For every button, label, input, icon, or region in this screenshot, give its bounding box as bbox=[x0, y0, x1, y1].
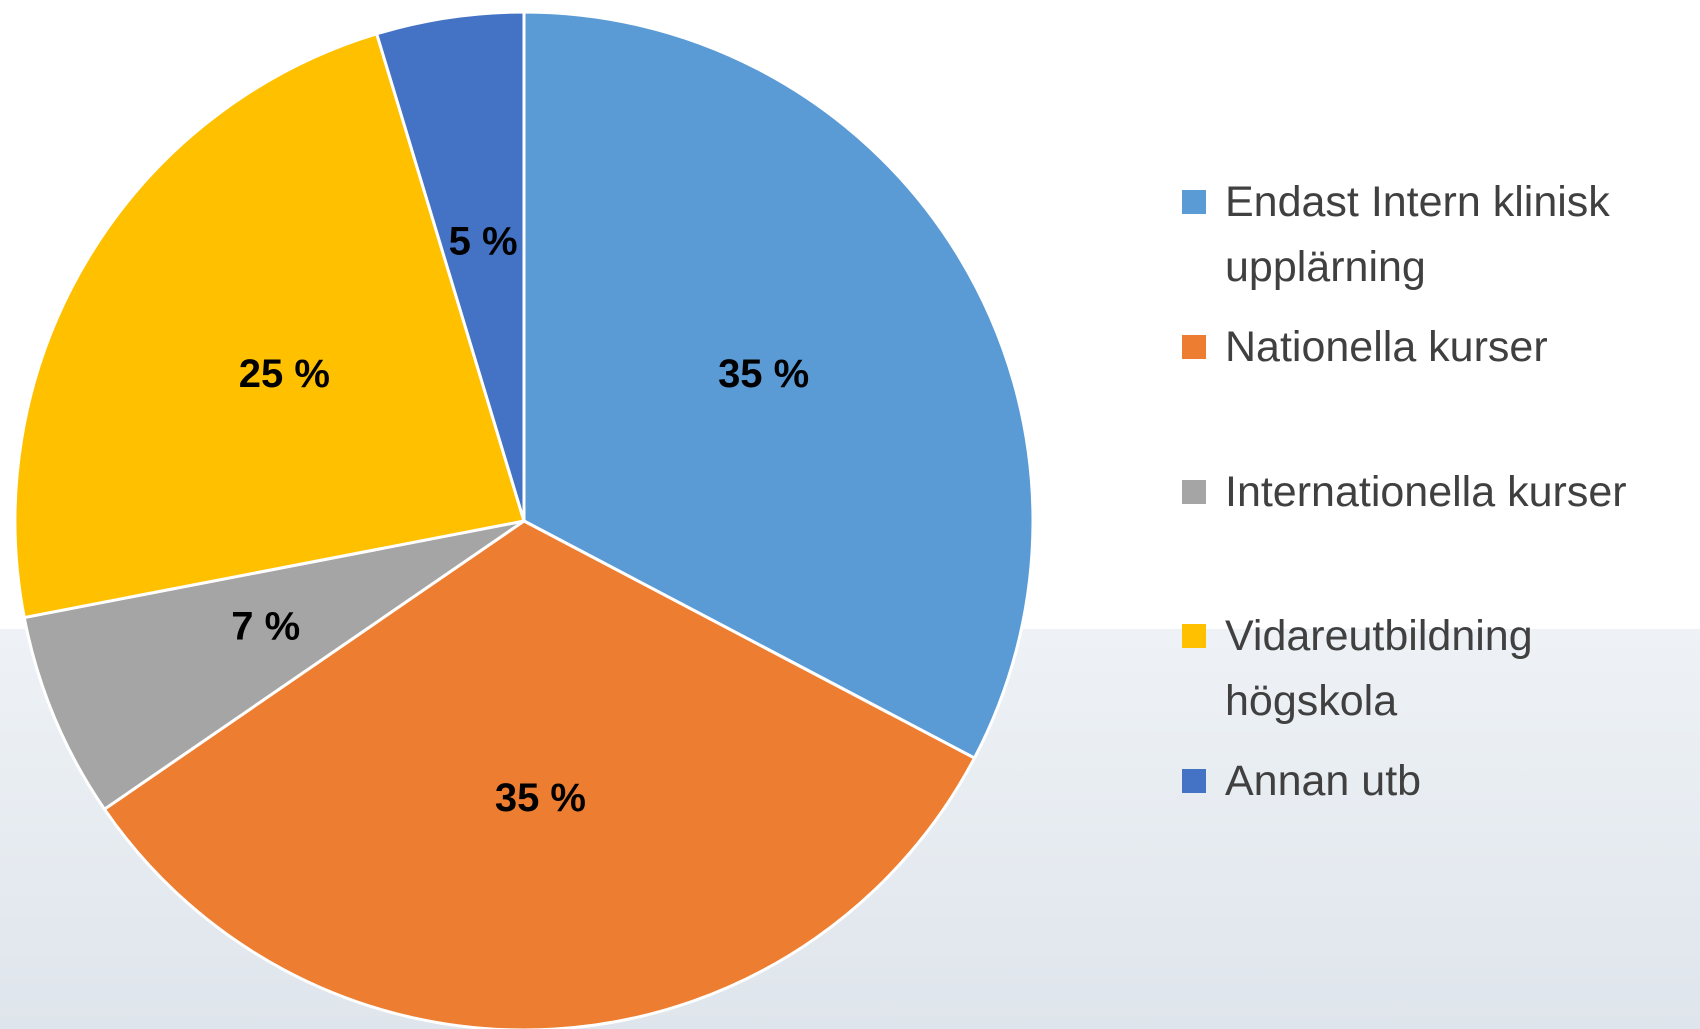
legend-swatch bbox=[1182, 335, 1206, 359]
legend-swatch bbox=[1182, 480, 1206, 504]
legend-label: Endast Intern klinisk upplärning bbox=[1225, 178, 1610, 291]
legend-item: Internationella kurser bbox=[1182, 460, 1685, 525]
legend-label: Vidareutbildning högskola bbox=[1225, 612, 1533, 725]
slice-label: 25 % bbox=[239, 352, 330, 396]
legend-item: Endast Intern klinisk upplärning bbox=[1182, 170, 1685, 300]
legend-swatch bbox=[1182, 769, 1206, 793]
legend-label: Annan utb bbox=[1225, 757, 1421, 805]
page: 35 % 35 % 7 % 25 % 5 % Endast Intern klinisk… bbox=[0, 0, 1700, 1029]
pie: 35 % 35 % 7 % 25 % 5 % bbox=[15, 12, 1033, 1029]
legend-swatch bbox=[1182, 624, 1206, 648]
legend-item: Vidareutbildning högskola bbox=[1182, 604, 1685, 734]
legend-item: Annan utb bbox=[1182, 749, 1685, 814]
legend-item: Nationella kurser bbox=[1182, 315, 1685, 380]
slice-label: 5 % bbox=[449, 220, 518, 264]
slice-label: 7 % bbox=[231, 605, 300, 649]
legend-swatch bbox=[1182, 190, 1206, 214]
legend-label: Internationella kurser bbox=[1225, 468, 1627, 516]
legend-label: Nationella kurser bbox=[1225, 323, 1548, 371]
slice-label: 35 % bbox=[495, 776, 586, 820]
slice-label: 35 % bbox=[718, 352, 809, 396]
